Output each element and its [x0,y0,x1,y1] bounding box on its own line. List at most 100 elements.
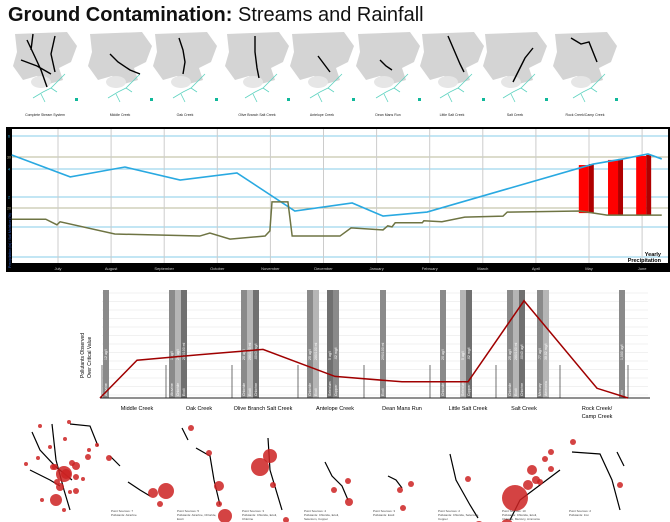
pollutant-value: 290/100 ml [381,342,385,360]
caption-line2: Pollutants: Atrazine [111,513,137,517]
point-source-bubble [345,478,351,484]
stream-map-4 [225,32,290,103]
pollutant-bar [327,290,333,398]
map-label: Complete Stream System [25,113,65,117]
creek-label: Salt Creek [511,406,537,412]
map-label: Dean Mans Run [375,113,401,117]
pollutant-bar [313,290,319,398]
pollutant-chart: Atrazine 12 ug/l Atrazine 1 ug/l Chloride 20 … [80,290,650,420]
point-source-bubble [63,437,67,441]
creek-label: Middle Creek [121,406,154,412]
map-label: Middle Creek [109,113,131,117]
highlighted-stream [447,35,465,73]
pollutant-bar [543,290,549,398]
pollutant-bar [253,290,259,398]
pollutant-name: Mercury [538,383,542,396]
marker [75,98,78,101]
county-shape [225,32,289,84]
county-lobe [171,76,191,88]
point-source-bubble [263,449,277,463]
point-source-bubble [72,462,80,470]
point-source-bubble [36,456,40,460]
pollutant-name: Selenium [461,381,465,396]
point-source-bubble [188,425,194,431]
stream-path [267,437,283,511]
pollutant-bar [513,290,519,398]
point-source-caption: Point Sources: 7 Pollutants: Atrazine [111,509,137,517]
pollutant-name: Ecoli [248,388,252,396]
point-source-bubble [38,424,42,428]
precip-bar-shadow [646,154,652,216]
pollutant-value: .77 ug/l [538,348,542,360]
pollutant-bar [241,290,247,398]
stream-map-8 [483,32,548,103]
point-source-bubble [48,445,52,449]
y-tick-precip: 6 [8,134,11,139]
point-source-caption: Point Sources: 4 Pollutants: Chloride, Ec… [304,509,339,521]
map-label: Olive Branch Salt Creek [238,113,276,117]
point-source-caption: Point Sources: 3 Pollutants: Ecoli [373,509,395,517]
creek-label: Oak Creek [186,406,213,412]
stream-map-3 [153,32,218,103]
caption-line1: Point Sources: 2 [438,509,461,513]
tributary-lines [309,73,343,103]
pollutant-bar [507,290,513,398]
map-label: Rock Creek/Camp Creek [565,113,605,117]
point-source-bubble [148,488,158,498]
pollutant-bar [169,290,175,398]
pollutant-name: Selenium [328,381,332,396]
point-source-bubble [214,481,224,491]
pollutant-value: .02 mg/l [467,347,471,360]
point-source-bubble [537,479,543,485]
month-label: January [369,266,383,271]
pollutant-name: Atrazine [170,383,174,396]
marker [352,98,355,101]
pollutant-name: Ecoli [381,388,385,396]
county-shape [88,32,152,84]
highlighted-stream [109,53,141,75]
point-source-bubble [95,443,99,447]
marker [418,98,421,101]
point-source-bubble [81,477,85,481]
point-source-bubble [67,420,71,424]
caption-line3: Ecoli [177,517,184,521]
pollutant-name: Copper [334,384,338,396]
pollutant-value: .0043 mg/l [254,343,258,360]
point-source-bubble [465,476,471,482]
creek-label: Dean Mans Run [382,406,422,412]
point-source-bubble [73,488,79,494]
month-label: April [532,266,540,271]
highlighted-stream [178,37,186,75]
creek-label: Little Salt Creek [449,406,488,412]
point-source-caption: Point Sources: 10 Pollutants: Chloride, E… [502,509,540,521]
county-shape [553,32,617,84]
point-source-bubble [251,458,269,476]
highlighted-stream [512,47,534,83]
pollutant-name: Ecoli [182,388,186,396]
marker [545,98,548,101]
series-soil-moisture [11,201,662,240]
point-source-caption: Point Sources: 3 Pollutants: Chloride, Ec… [242,509,277,521]
month-label: May [585,266,593,271]
pollutant-value: 20 ug/l [441,349,445,360]
pollutant-name: Iron [620,390,624,396]
pollutant-value: 20 ug/l [176,349,180,360]
pollutant-bar [380,290,386,398]
stream-map-9 [553,32,618,103]
pollutant-bar [247,290,253,398]
month-label: July [54,266,61,271]
map-label: Antelope Creek [309,113,335,117]
point-source-bubble [548,449,554,455]
point-source-bubble [52,464,58,470]
point-source-caption: Point Sources: 2 Pollutants: Iron [569,509,591,517]
point-source-bubble [523,480,533,490]
caption-line3: Selenium, Copper [304,517,329,521]
month-label: March [477,266,488,271]
map-label: Salt Creek [506,113,524,117]
pollutant-value: 5 ug/l [328,351,332,360]
stream-path [387,475,403,489]
pollutant-value: .0043 ug/l [520,344,524,360]
y-tick-precip: 2 [8,195,11,200]
pollutant-name: Atrazine [104,383,108,396]
